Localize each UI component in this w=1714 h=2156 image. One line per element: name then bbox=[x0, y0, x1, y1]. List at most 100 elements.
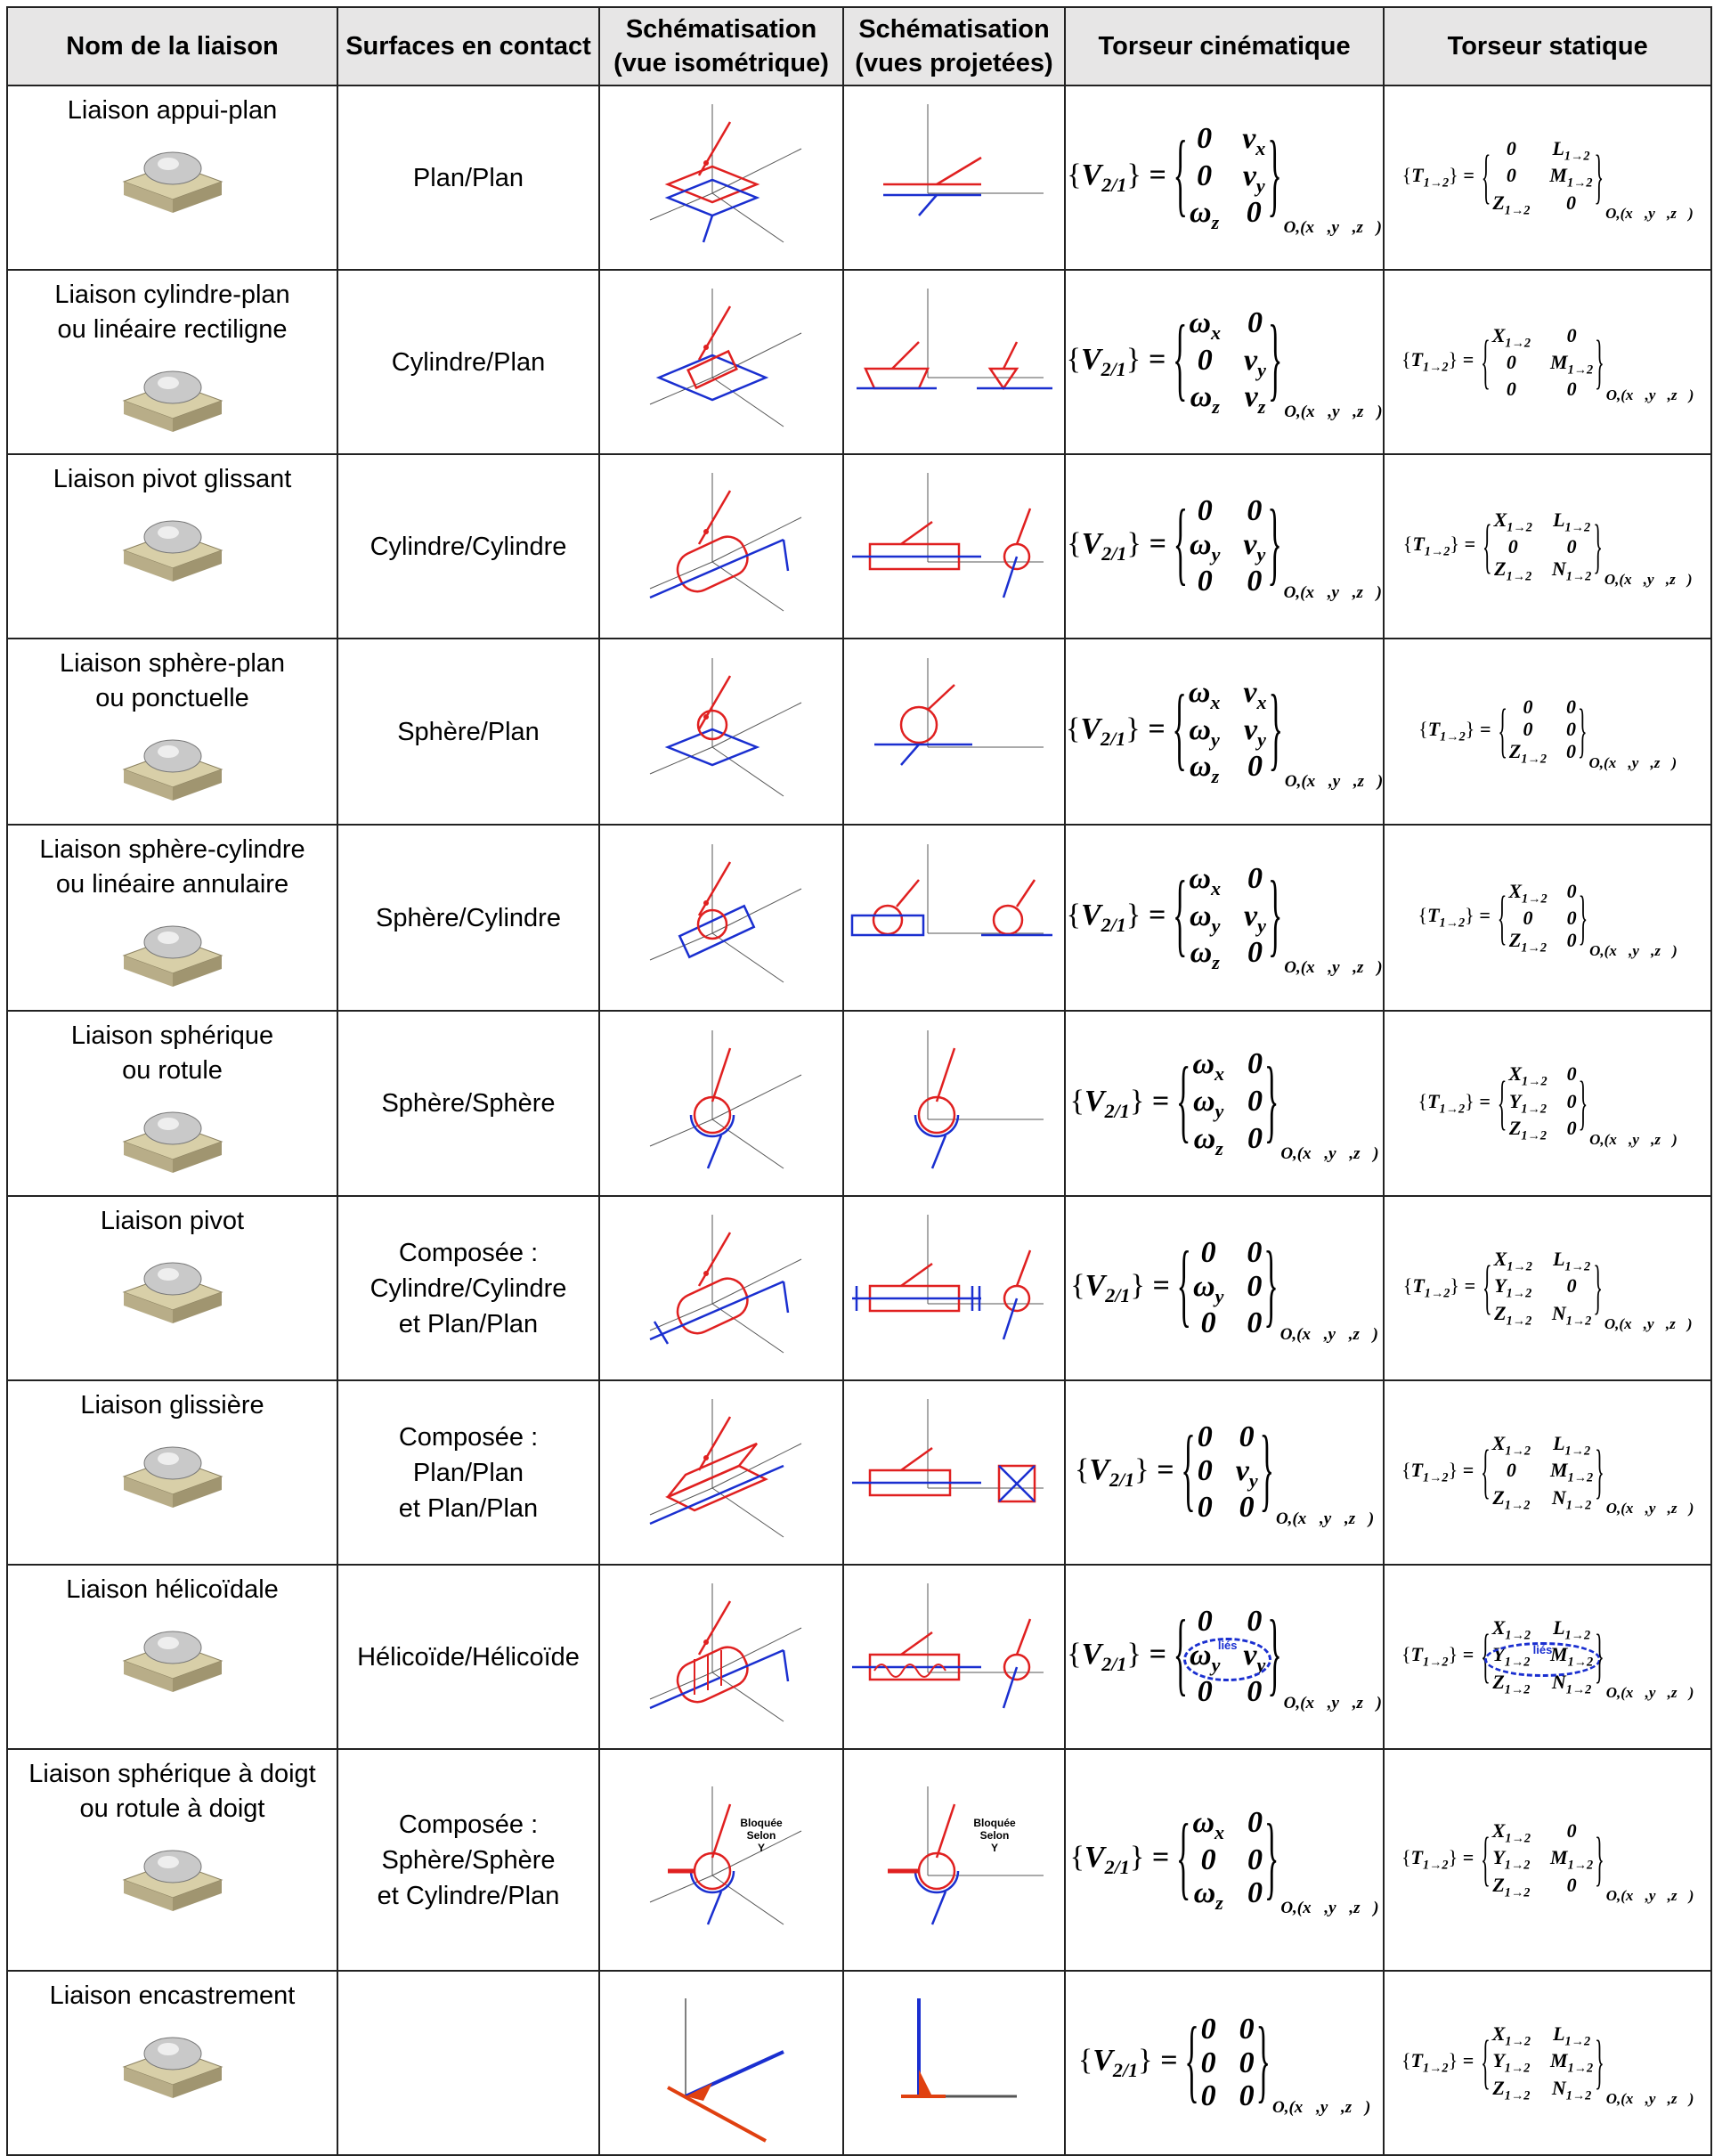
schema-iso-spherecyl bbox=[649, 844, 802, 983]
torseur-cinematique: {V2/1} ={ωx 0 0 vy ωz vz} O,(x⃗,y⃗,z⃗) bbox=[1066, 305, 1383, 422]
matrix-entry: vy bbox=[1235, 1453, 1258, 1492]
matrix-entry: 0 bbox=[1247, 1805, 1263, 1839]
sta-cell: {T1→2} ={X1→2 L1→2 Y1→2 M1→2 Z1→2 N1→2 liés} O,… bbox=[1383, 1564, 1713, 1750]
torseur-symbol: {T1→2} = bbox=[1402, 1274, 1475, 1301]
schema-iso-cell bbox=[598, 1970, 844, 2156]
matrix-entry: Z1→2 bbox=[1508, 929, 1547, 956]
reduction-point: O,(x⃗,y⃗,z⃗) bbox=[1284, 958, 1383, 978]
table-row: Liaison cylindre-plan ou linéaire rectili… bbox=[6, 269, 1713, 455]
matrix-entry: 0 bbox=[1197, 1604, 1213, 1638]
liaison-name: Liaison pivot bbox=[100, 1207, 245, 1235]
schema-projected-sphereplane bbox=[873, 658, 1044, 766]
liaison-name: Liaison hélicoïdale bbox=[66, 1575, 279, 1604]
reduction-point: O,(x⃗,y⃗,z⃗) bbox=[1588, 753, 1677, 771]
liaison-name: Liaison glissière bbox=[80, 1391, 264, 1420]
liaison-name: ou ponctuelle bbox=[95, 684, 249, 712]
matrix-entry: ωx bbox=[1192, 1047, 1224, 1085]
liaisons-table: Nom de la liaison Surfaces en contact Sché… bbox=[6, 6, 1713, 2156]
matrix-entry: 0 bbox=[1506, 136, 1516, 159]
note-text: Bloquée bbox=[973, 1817, 1016, 1829]
surfaces-text: Plan/Plan bbox=[412, 163, 524, 192]
sta-cell: {T1→2} ={X1→2 L1→2 Y1→2 M1→2 Z1→2 N1→2} O,(x⃗,… bbox=[1383, 1970, 1713, 2156]
matrix-entry: 0 bbox=[1239, 2079, 1255, 2113]
sta-cell: {T1→2} ={0 0 0 0 Z1→2 0} O,(x⃗,y⃗,z⃗) bbox=[1383, 638, 1713, 826]
torseur-statique: {T1→2} ={0 0 0 0 Z1→2 0} O,(x⃗,y⃗,z⃗) bbox=[1418, 696, 1677, 771]
liaison-name: Liaison sphère-plan bbox=[59, 649, 286, 678]
liaison-name-cell: Liaison sphérique à doigt ou rotule à doi… bbox=[6, 1748, 338, 1972]
torseur-symbol: {T1→2} = bbox=[1418, 1089, 1491, 1117]
torseur-cinematique: {V2/1} ={0 vx 0 vy ωz 0} O,(x⃗,y⃗,z⃗) bbox=[1067, 121, 1382, 238]
table-row: Liaison encastrement {V2/1} ={0 0 0 0 0 0} O,(x… bbox=[6, 1970, 1713, 2156]
rotule-3d-icon bbox=[122, 1111, 223, 1173]
matrix-entry: 0 bbox=[1566, 1062, 1577, 1086]
surfaces-cell: Composée : Cylindre/Cylindre et Plan/Plan bbox=[337, 1195, 600, 1381]
matrix-entry: M1→2 bbox=[1550, 2049, 1594, 2076]
torseur-cinematique: {V2/1} ={ωx 0 0 0 ωz 0} O,(x⃗,y⃗,z⃗) bbox=[1069, 1805, 1379, 1918]
sta-cell: {T1→2} ={0 L1→2 0 M1→2 Z1→2 0} O,(x⃗,y⃗,z⃗) bbox=[1383, 85, 1713, 271]
liaison-name-cell: Liaison cylindre-plan ou linéaire rectili… bbox=[6, 269, 338, 455]
rotule-doigt-3d-icon bbox=[122, 1850, 223, 1911]
reduction-point: O,(x⃗,y⃗,z⃗) bbox=[1605, 1684, 1694, 1702]
torseur-statique: {T1→2} ={X1→2 L1→2 Y1→2 M1→2 Z1→2 N1→2 liés} O,… bbox=[1401, 1615, 1694, 1702]
surfaces-text: Sphère/Plan bbox=[397, 717, 540, 746]
torseur-symbol: {V2/1} = bbox=[1067, 159, 1166, 196]
matrix-entry: 0 bbox=[1247, 1604, 1263, 1638]
linked-label: liés bbox=[1532, 1642, 1553, 1656]
torseur-cinematique: {V2/1} ={ωx 0 ωy vy ωz 0} O,(x⃗,y⃗,z⃗) bbox=[1066, 861, 1383, 978]
liaison-name-cell: Liaison hélicoïdale bbox=[6, 1564, 338, 1750]
surfaces-cell: Cylindre/Cylindre bbox=[337, 453, 600, 639]
surfaces-text: Composée : bbox=[398, 1238, 539, 1267]
schema-iso-sphereplane bbox=[649, 658, 802, 797]
liaison-name: Liaison appui-plan bbox=[67, 96, 278, 125]
sta-cell: {T1→2} ={X1→2 0 0 0 Z1→2 0} O,(x⃗,y⃗,z⃗) bbox=[1383, 824, 1713, 1012]
surfaces-text: et Cylindre/Plan bbox=[377, 1881, 560, 1910]
matrix-entry: 0 bbox=[1197, 493, 1213, 527]
matrix-entry: 0 bbox=[1200, 2012, 1216, 2046]
note-text: Selon bbox=[747, 1829, 776, 1842]
schema-iso-helico bbox=[649, 1583, 802, 1722]
surfaces-cell: Cylindre/Plan bbox=[337, 269, 600, 455]
linked-ellipse: liés bbox=[1183, 1637, 1272, 1682]
kin-cell: {V2/1} ={0 0 ωy vy 0 0} O,(x⃗,y⃗,z⃗) bbox=[1063, 453, 1385, 639]
torseur-cinematique: {V2/1} ={0 0 0 vy 0 0} O,(x⃗,y⃗,z⃗) bbox=[1074, 1420, 1375, 1529]
liaison-name: Liaison sphérique à doigt bbox=[28, 1760, 316, 1788]
matrix-entry: 0 bbox=[1506, 1459, 1516, 1482]
matrix-entry: 0 bbox=[1566, 323, 1577, 346]
surfaces-cell: Plan/Plan bbox=[337, 85, 600, 271]
matrix-entry: L1→2 bbox=[1553, 1431, 1591, 1459]
schema-iso-cell bbox=[598, 85, 844, 271]
schema-iso-cylplane bbox=[649, 289, 802, 427]
schema-projected-cell bbox=[842, 453, 1066, 639]
torseur-cinematique: {V2/1} ={0 0 ωy 0 0 0} O,(x⃗,y⃗,z⃗) bbox=[1070, 1235, 1378, 1345]
schema-iso-cell bbox=[598, 269, 844, 455]
surfaces-cell: Hélicoïde/Hélicoïde bbox=[337, 1564, 600, 1750]
matrix-entry: vx bbox=[1242, 121, 1266, 159]
torseur-symbol: {V2/1} = bbox=[1069, 1841, 1170, 1878]
schema-iso-pivot bbox=[649, 1215, 802, 1354]
kin-cell: {V2/1} ={0 0 ωy 0 0 0} O,(x⃗,y⃗,z⃗) bbox=[1063, 1195, 1385, 1381]
matrix-entry: 0 bbox=[1506, 164, 1516, 187]
surfaces-cell: Sphère/Cylindre bbox=[337, 824, 600, 1012]
schema-projected-sphere bbox=[914, 1029, 1044, 1168]
matrix-entry: 0 bbox=[1566, 1818, 1577, 1842]
matrix-entry: 0 bbox=[1200, 1235, 1216, 1269]
liaison-name: Liaison pivot glissant bbox=[53, 465, 292, 493]
sphere-cylindre-3d-icon bbox=[122, 925, 223, 987]
torseur-statique: {T1→2} ={X1→2 L1→2 0 0 Z1→2 N1→2} O,(x⃗,y⃗,z⃗) bbox=[1402, 508, 1693, 589]
torseur-symbol: {V2/1} = bbox=[1066, 899, 1166, 936]
column-header: Torseur cinématique bbox=[1063, 6, 1385, 86]
note-text: Y bbox=[990, 1842, 997, 1854]
matrix-entry: ωy bbox=[1190, 899, 1221, 937]
encastrement-icon bbox=[122, 2037, 223, 2098]
kin-cell: {V2/1} ={ωx vx ωy vy ωz 0} O,(x⃗,y⃗,z⃗) bbox=[1063, 638, 1385, 826]
matrix-entry: 0 bbox=[1247, 1843, 1263, 1876]
matrix-entry: vy bbox=[1243, 527, 1266, 565]
schema-projected-cell bbox=[842, 1195, 1066, 1381]
liaison-name: Liaison encastrement bbox=[49, 1981, 296, 2010]
matrix-entry: ωz bbox=[1190, 380, 1220, 419]
matrix-entry: 0 bbox=[1200, 2079, 1216, 2113]
matrix-entry: 0 bbox=[1247, 1047, 1263, 1081]
reduction-point: O,(x⃗,y⃗,z⃗) bbox=[1605, 2090, 1694, 2108]
table-row: Liaison sphère-cylindre ou linéaire annul… bbox=[6, 824, 1713, 1012]
